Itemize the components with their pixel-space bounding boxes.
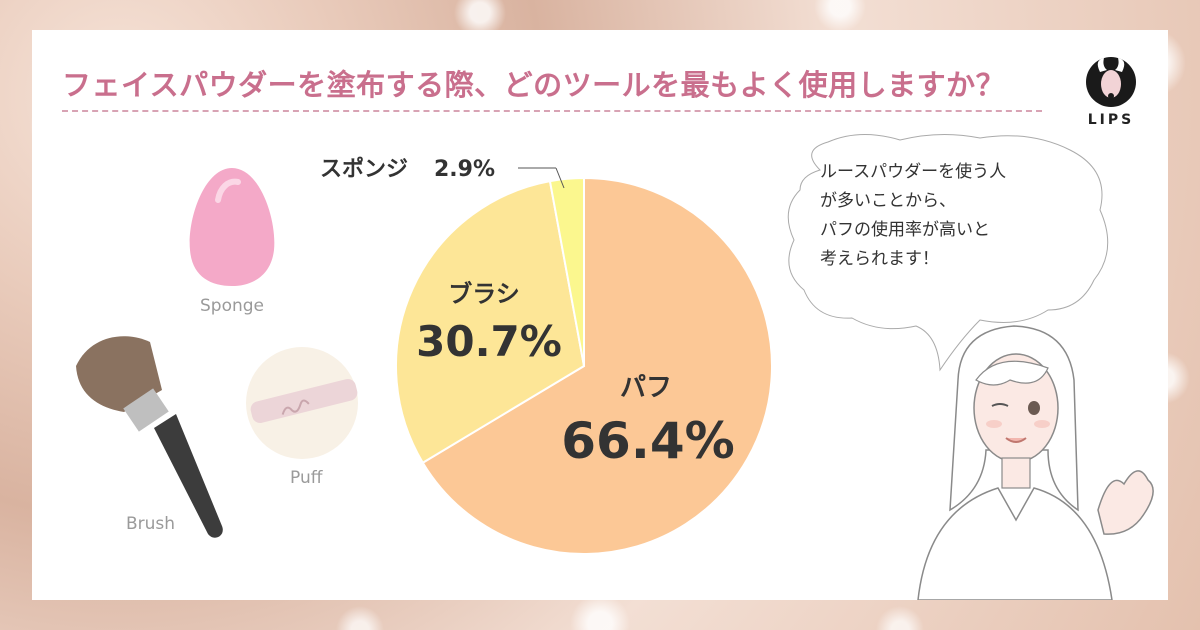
pie-slice-brush [395,179,586,465]
puff-icon [246,347,358,459]
brush-label: Brush [126,514,176,534]
title-divider [62,110,1042,112]
slice-value-brush: 30.7% [416,317,562,366]
brush-icon [76,336,223,538]
bubble-line: が多いことから、 [820,191,956,211]
bubble-line: 考えられます！ [820,249,939,269]
slice-value-sponge: 2.9% [434,157,495,182]
lips-logo: LIPS [1076,52,1146,162]
speech-bubble-text: ルースパウダーを使う人 が多いことから、 パフの使用率が高いと 考えられます！ [820,158,1080,274]
bubble-line: ルースパウダーを使う人 [820,162,1007,182]
sponge-icon [189,168,275,286]
pie-chart: スポンジ 2.9% ブラシ 30.7% パフ 66.4% [320,156,773,555]
puff-label: Puff [290,468,323,488]
deer-logo-icon [1086,57,1136,107]
slice-label-sponge: スポンジ [320,156,408,182]
pie-slice-puff [421,176,773,555]
sponge-label: Sponge [200,296,265,316]
pie-slice-sponge [548,176,585,367]
bubble-line: パフの使用率が高いと [820,220,990,240]
page-title: フェイスパウダーを塗布する際、どのツールを最もよく使用しますか？ [62,68,1006,102]
logo-text: LIPS [1087,112,1135,128]
slice-label-puff: パフ [620,373,672,403]
slice-label-brush: ブラシ [448,280,520,308]
speech-bubble [787,133,1109,372]
slice-value-puff: 66.4% [561,412,734,470]
content-card: フェイスパウダーを塗布する際、どのツールを最もよく使用しますか？ LIPS Sp… [32,30,1168,600]
woman-illustration [917,325,1154,600]
